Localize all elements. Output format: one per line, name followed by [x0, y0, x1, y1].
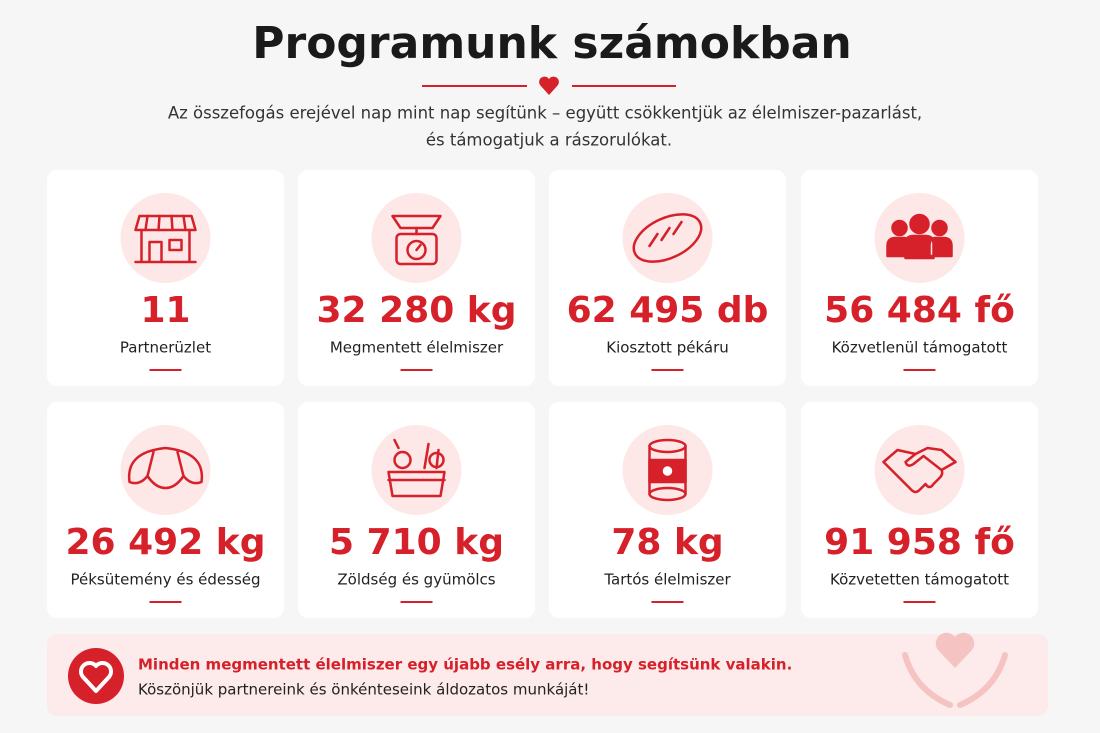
stat-card: 32 280 kg Megmentett élelmiszer	[298, 170, 535, 386]
icon-circle	[120, 193, 211, 283]
stat-label: Péksütemény és édesség	[70, 571, 260, 589]
stat-label: Megmentett élelmiszer	[330, 339, 504, 357]
icon-part	[393, 438, 400, 450]
stat-value: 78 kg	[611, 522, 723, 563]
stat-value: 32 280 kg	[316, 290, 516, 331]
banner-decoration	[902, 652, 1008, 708]
icon-part	[144, 214, 187, 232]
icon	[391, 214, 442, 266]
stat-card: 5 710 kg Zöldség és gyümölcs	[298, 402, 535, 618]
icon-part	[134, 228, 197, 264]
icon-part	[406, 239, 427, 261]
icon	[886, 213, 953, 260]
icon-circle	[371, 193, 462, 283]
stat-label: Kiosztott pékáru	[606, 339, 729, 357]
stat-label: Partnerüzlet	[120, 339, 211, 357]
stat-label: Tartós élelmiszer	[603, 571, 731, 589]
icon-part	[648, 220, 683, 248]
banner-headline: Minden megmentett élelmiszer egy újabb e…	[138, 656, 792, 674]
banner-icon	[68, 648, 124, 704]
icon-part	[428, 451, 445, 469]
banner-decoration	[935, 632, 975, 668]
icon-part	[660, 463, 675, 479]
subtitle: Az összefogás erejével nap mint nap segí…	[168, 104, 922, 123]
stat-label: Zöldség és gyümölcs	[337, 571, 495, 589]
icon-circle	[874, 425, 965, 515]
icon-part	[391, 214, 442, 230]
icon-part	[891, 219, 908, 237]
icon	[882, 446, 957, 494]
icon	[127, 446, 204, 490]
icon-part	[909, 213, 930, 235]
stat-label: Közvetlenül támogatott	[832, 339, 1008, 357]
icon-part	[415, 243, 422, 252]
icon-part	[134, 214, 197, 232]
stat-card: 91 958 fő Közvetetten támogatott	[801, 402, 1038, 618]
stat-card: 56 484 fő Közvetlenül támogatott	[801, 170, 1038, 386]
stat-value: 5 710 kg	[329, 522, 504, 563]
stat-value: 11	[140, 290, 190, 331]
stat-value: 62 495 db	[567, 290, 769, 331]
banner-heart	[79, 661, 113, 693]
stat-card: 78 kg Tartós élelmiszer	[549, 402, 786, 618]
stat-label: Közvetetten támogatott	[830, 571, 1009, 589]
stat-value: 56 484 fő	[824, 290, 1015, 331]
icon-part	[886, 234, 953, 260]
stat-card: 26 492 kg Péksütemény és édesség	[47, 402, 284, 618]
subtitle: és támogatjuk a rászorulókat.	[426, 131, 672, 150]
banner-text: Köszönjük partnereink és önkénteseink ál…	[138, 681, 589, 699]
icon-circle	[120, 425, 211, 515]
stat-card: 11 Partnerüzlet	[47, 170, 284, 386]
icon-part	[146, 450, 185, 478]
stat-value: 91 958 fő	[824, 522, 1015, 563]
title: Programunk számokban	[252, 18, 851, 69]
icon-part	[387, 470, 446, 498]
icon-part	[882, 446, 957, 494]
icon-part	[648, 486, 687, 502]
divider-heart	[539, 76, 559, 95]
icon	[632, 213, 703, 263]
icon-part	[393, 450, 412, 470]
banner	[47, 634, 1048, 716]
icon-part	[395, 232, 438, 266]
stat-value: 26 492 kg	[65, 522, 265, 563]
icon	[387, 438, 446, 498]
icon-part	[632, 213, 703, 263]
icon	[648, 438, 687, 502]
stat-card: 62 495 db Kiosztott pékáru	[549, 170, 786, 386]
icon-circle	[371, 425, 462, 515]
icon	[134, 214, 197, 264]
icon-part	[931, 219, 948, 237]
